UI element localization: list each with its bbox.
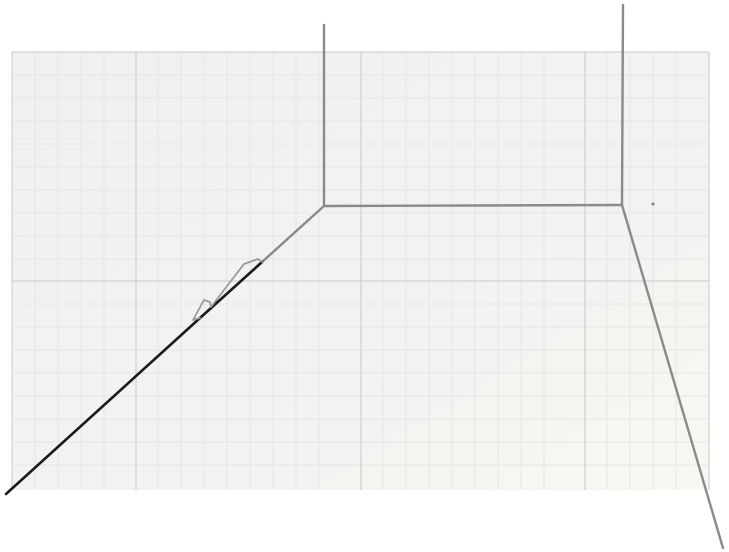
vertical-stroke-right[interactable] — [622, 5, 623, 205]
dot-mark — [651, 202, 654, 205]
horizontal-stroke[interactable] — [324, 205, 622, 206]
